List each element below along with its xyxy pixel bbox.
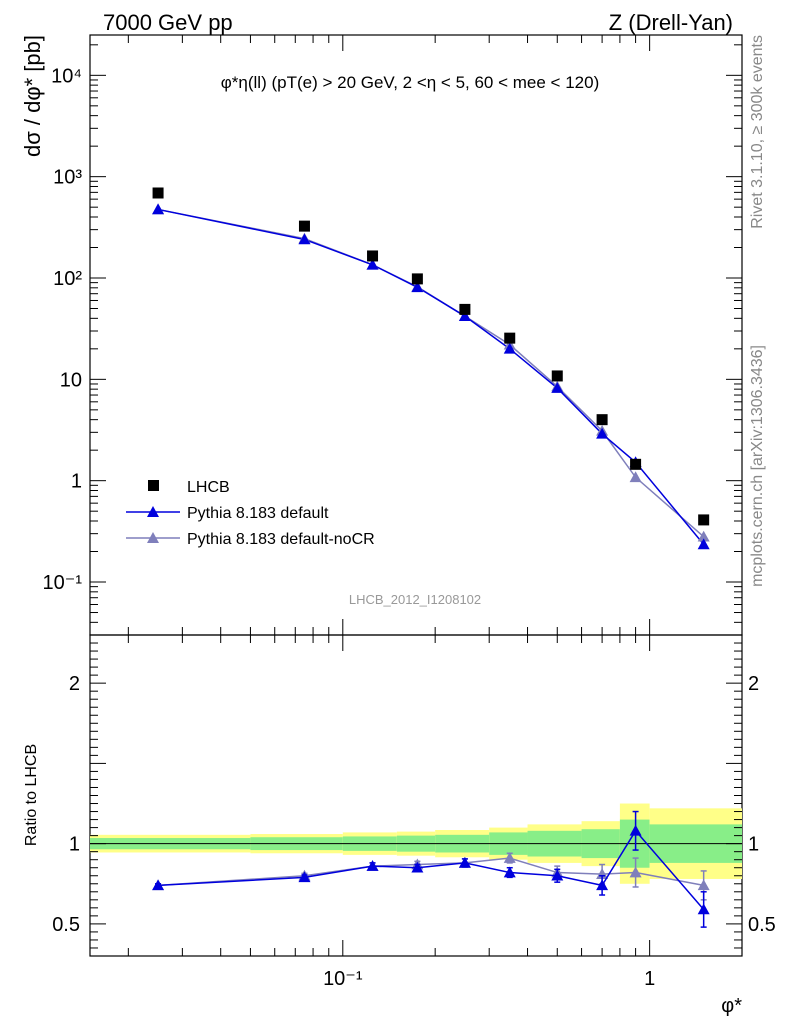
x-axis-label: φ*: [721, 995, 742, 1017]
main-point-default: [551, 382, 564, 393]
ratio-tick-label-right-1: 1: [748, 834, 759, 856]
ratio-y-axis-label: Ratio to LHCB: [23, 744, 40, 846]
main-point-lhcb: [698, 514, 710, 526]
ratio-tick-label-0p5: 0.5: [52, 914, 80, 936]
header-left: 7000 GeV pp: [103, 10, 233, 35]
legend-marker-nocr: [147, 532, 159, 543]
ratio-point-default: [596, 879, 609, 891]
ratio-series: [152, 810, 710, 928]
x-tick-label-1: 1: [644, 968, 655, 990]
legend-label-lhcb: LHCB: [187, 479, 230, 496]
legend-label-default: Pythia 8.183 default: [187, 505, 329, 522]
ratio-point-default: [298, 871, 311, 883]
main-point-default: [152, 203, 165, 215]
y-tick-label-1: 1: [71, 471, 82, 493]
ratio-point-nocr: [697, 879, 710, 891]
ratio-point-default: [366, 860, 379, 871]
plot-title: φ*η(ll) (pT(e) > 20 GeV, 2 <η < 5, 60 < …: [221, 73, 599, 92]
y-tick-label-10: 10: [60, 369, 82, 391]
main-point-lhcb: [459, 303, 471, 315]
y-axis-label: dσ / dφ* [pb]: [20, 35, 45, 157]
main-point-nocr: [697, 530, 710, 542]
ratio-point-nocr: [503, 852, 516, 863]
ratio-point-default: [629, 824, 642, 836]
main-line-nocr: [157, 208, 705, 538]
main-point-lhcb: [152, 187, 164, 199]
main-y-tick-labels: 10⁻¹ 1 10 10² 10³ 10⁴: [43, 65, 83, 594]
main-point-default: [411, 281, 424, 293]
main-point-lhcb: [551, 370, 563, 382]
y-tick-label-1000: 10³: [53, 167, 82, 189]
main-point-default: [503, 342, 516, 354]
ratio-line-nocr: [158, 857, 704, 887]
ratio-point-default: [458, 856, 471, 868]
main-point-default: [458, 310, 471, 321]
ratio-panel-frame: [89, 634, 743, 957]
ratio-point-default: [503, 866, 516, 878]
ratio-point-default: [152, 879, 165, 891]
main-point-lhcb: [298, 220, 310, 232]
legend-label-nocr: Pythia 8.183 default-noCR: [187, 531, 375, 548]
ratio-line-default: [158, 829, 705, 910]
analysis-id: LHCB_2012_I1208102: [349, 592, 481, 607]
legend: LHCB Pythia 8.183 default Pythia 8.183 d…: [126, 479, 375, 548]
ratio-axis-ticks: [90, 635, 743, 956]
ratio-point-default: [697, 903, 710, 915]
side-annotation-bottom: mcplots.cern.ch [arXiv:1306.3436]: [749, 345, 766, 587]
ratio-tick-label-2: 2: [69, 673, 80, 695]
main-point-lhcb: [504, 332, 516, 344]
y-tick-label-100: 10²: [53, 268, 82, 290]
main-point-default: [596, 427, 609, 439]
legend-marker-lhcb: [148, 480, 159, 491]
ratio-tick-label-right-0p5: 0.5: [748, 914, 776, 936]
main-point-lhcb: [630, 458, 642, 470]
ratio-tick-label-1: 1: [69, 834, 80, 856]
ratio-tick-label-right-2: 2: [748, 673, 759, 695]
main-point-default: [298, 233, 311, 245]
main-point-lhcb: [367, 250, 379, 262]
ratio-y-tick-labels: 0.5 1 2 0.5 1 2: [52, 673, 776, 936]
legend-marker-default: [147, 506, 159, 517]
y-tick-label-10000: 10⁴: [51, 65, 82, 87]
main-point-default: [366, 258, 379, 270]
x-tick-labels: 10⁻¹ 1: [323, 968, 655, 990]
main-point-lhcb: [596, 414, 608, 426]
ratio-point-default: [551, 869, 564, 881]
ratio-point-default: [411, 861, 424, 873]
ratio-point-nocr: [629, 866, 642, 878]
main-point-lhcb: [411, 273, 423, 285]
y-tick-label-0p1: 10⁻¹: [43, 572, 83, 594]
x-tick-label-0p1: 10⁻¹: [323, 968, 363, 990]
main-series: [152, 187, 710, 550]
main-line-default: [157, 208, 705, 545]
main-point-default: [697, 538, 710, 550]
main-point-nocr: [629, 471, 642, 483]
header-right: Z (Drell-Yan): [609, 10, 733, 35]
main-axis-ticks: [90, 35, 743, 636]
side-annotation-top: Rivet 3.1.10, ≥ 300k events: [749, 35, 766, 229]
